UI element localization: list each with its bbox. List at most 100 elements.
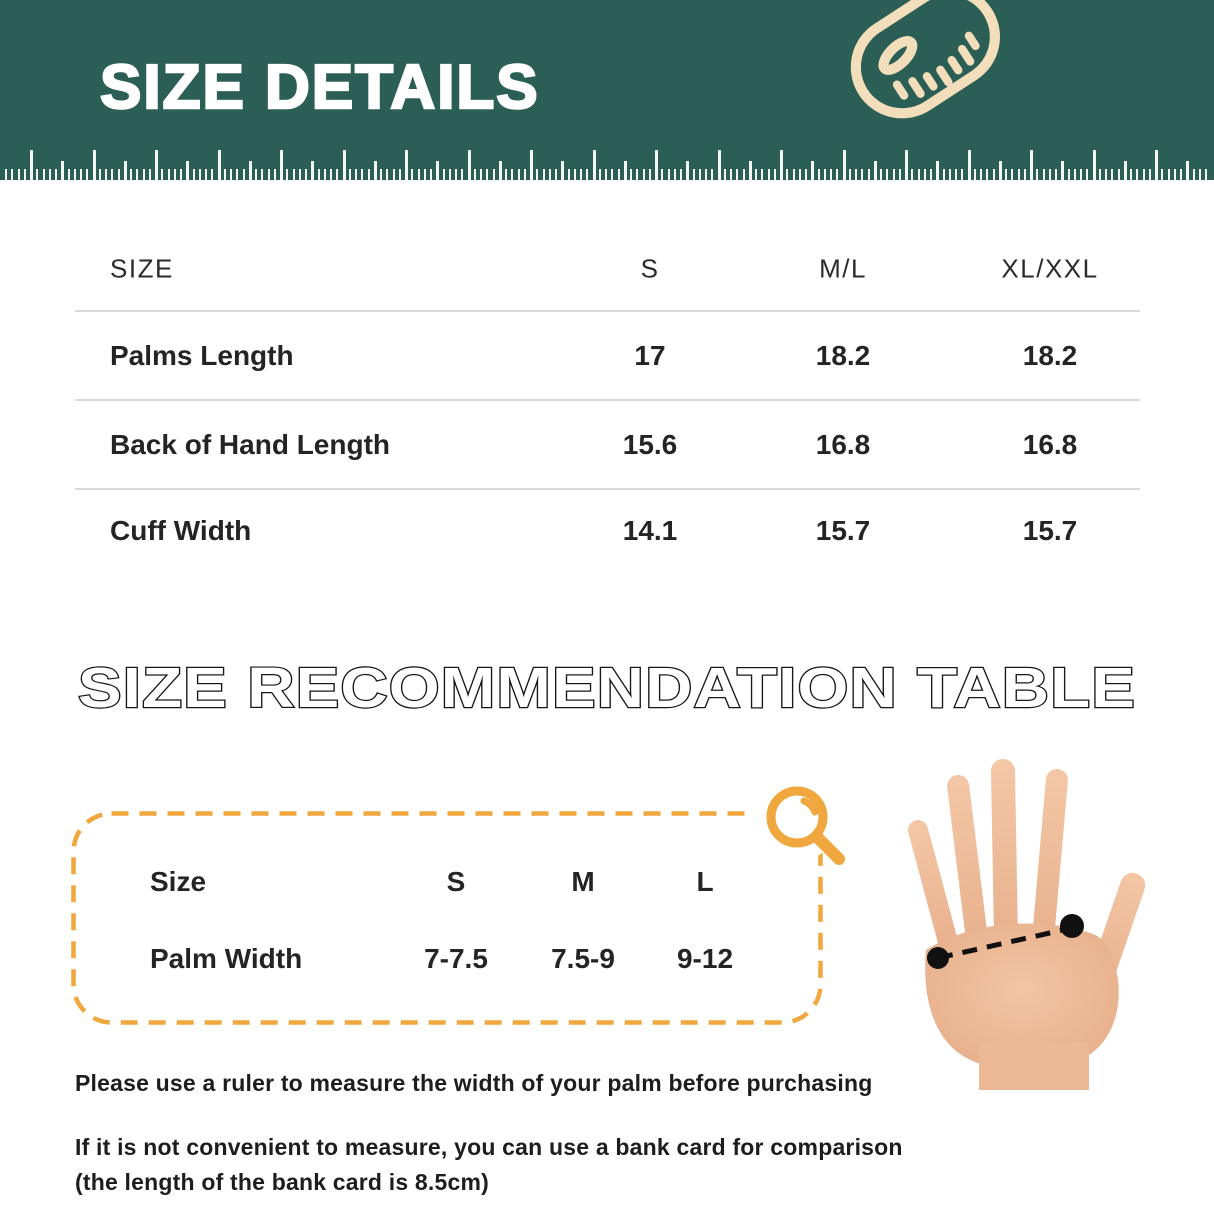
ruler-tick — [430, 169, 432, 180]
column-header-ml: M/L — [819, 253, 867, 284]
ruler-tick — [742, 169, 745, 180]
ruler-tick — [711, 169, 714, 180]
ruler-tick — [748, 161, 752, 180]
ruler-tick — [817, 169, 820, 180]
reco-value: M — [571, 866, 595, 897]
ruler-tick — [780, 150, 783, 180]
column-header-size: SIZE — [110, 253, 174, 284]
ruler-tick — [530, 150, 533, 180]
section-title-text: SIZE RECOMMENDATION TABLE — [78, 656, 1136, 720]
ruler-tick — [498, 161, 502, 180]
ruler-tick — [1130, 169, 1132, 180]
row-value: 16.8 — [815, 428, 871, 460]
ruler-tick — [211, 169, 214, 180]
reco-row-label: Size — [150, 866, 207, 897]
ruler-tick — [423, 169, 426, 180]
hand-palm — [925, 923, 1119, 1072]
ruler-tick — [223, 169, 226, 180]
ruler-tick — [467, 150, 471, 180]
table-row: Palms Length 17 18.2 18.2 — [0, 312, 1214, 399]
ruler-tick — [36, 169, 39, 180]
ruler-tick — [298, 169, 301, 180]
ruler-tick — [336, 169, 339, 180]
row-value: 18.2 — [1022, 339, 1078, 371]
ruler-tick — [942, 169, 945, 180]
magnifier-icon — [753, 773, 845, 865]
ruler-tick — [617, 169, 620, 180]
ruler-tick — [1148, 169, 1151, 180]
ruler-tick — [636, 169, 639, 180]
section-title-outline: SIZE RECOMMENDATION TABLE — [77, 655, 1136, 721]
row-value: 15.7 — [815, 515, 871, 546]
ruler-tick — [248, 161, 252, 180]
ruler-tick — [198, 169, 201, 180]
page-title: SIZE DETAILS — [99, 52, 540, 124]
size-table-header-row: SIZE S M/L XL/XXL — [0, 228, 1214, 310]
ruler-tick — [880, 169, 882, 180]
ruler-tick — [117, 169, 120, 180]
ruler-tick — [111, 169, 114, 180]
ruler-tick — [842, 150, 846, 180]
note-measure-ruler: Please use a ruler to measure the width … — [75, 1070, 873, 1096]
ruler-tick — [367, 169, 370, 180]
ruler-tick — [1042, 169, 1045, 180]
ruler-tick — [767, 169, 770, 180]
ruler-tick — [486, 169, 489, 180]
row-label: Back of Hand Length — [110, 428, 391, 460]
ruler-tick — [136, 169, 139, 180]
ruler-tick — [1136, 169, 1139, 180]
ruler-tick — [1111, 169, 1114, 180]
table-row: Cuff Width 14.1 15.7 15.7 — [0, 490, 1214, 572]
ruler-tick — [461, 169, 464, 180]
row-value: 15.7 — [1022, 515, 1078, 546]
ruler-tick — [517, 169, 520, 180]
row-value: 15.6 — [622, 428, 678, 460]
ruler-tick — [442, 169, 445, 180]
ruler-tick — [848, 169, 851, 180]
ruler-tick — [80, 169, 82, 180]
ruler-tick — [705, 169, 707, 180]
ruler-tick — [811, 161, 815, 180]
ruler-tick — [680, 169, 682, 180]
ruler-tick — [892, 169, 895, 180]
ruler-tick — [717, 150, 721, 180]
ruler-tick — [1061, 161, 1065, 180]
ruler-tick — [180, 169, 182, 180]
ruler-tick — [473, 169, 476, 180]
row-value: 18.2 — [815, 339, 871, 371]
ruler-tick — [823, 169, 826, 180]
ruler-tick — [1205, 169, 1207, 180]
hand-wrist — [979, 1043, 1089, 1090]
ruler-tick — [448, 169, 451, 180]
ruler-tick — [61, 161, 65, 180]
ruler-tick — [1036, 169, 1039, 180]
ruler-tick — [798, 169, 801, 180]
ruler-tick — [1142, 169, 1145, 180]
ruler-tick — [405, 150, 408, 180]
ruler-tick — [930, 169, 932, 180]
ruler-tick — [1198, 169, 1201, 180]
ruler-tick — [373, 161, 377, 180]
ruler-tick — [542, 169, 545, 180]
note-bank-card: If it is not convenient to measure, you … — [75, 1134, 903, 1160]
ruler-tick — [142, 169, 145, 180]
ruler-tick — [642, 169, 645, 180]
ruler-tick — [148, 169, 151, 180]
ruler-tick — [317, 169, 320, 180]
ruler-tick — [236, 169, 239, 180]
ruler-tick — [67, 169, 70, 180]
ruler-tick — [1011, 169, 1014, 180]
ruler-tick — [923, 169, 926, 180]
ruler-tick — [92, 150, 96, 180]
ruler-tick — [917, 169, 920, 180]
ruler-tick — [548, 169, 551, 180]
ruler-tick — [630, 169, 632, 180]
ruler-tick — [1117, 169, 1120, 180]
ruler-tick — [105, 169, 107, 180]
ruler-tick — [698, 169, 701, 180]
ruler-tick — [230, 169, 232, 180]
column-header-s: S — [640, 253, 660, 284]
ruler-tick — [536, 169, 539, 180]
ruler-tick — [73, 169, 76, 180]
ruler-tick — [898, 169, 901, 180]
